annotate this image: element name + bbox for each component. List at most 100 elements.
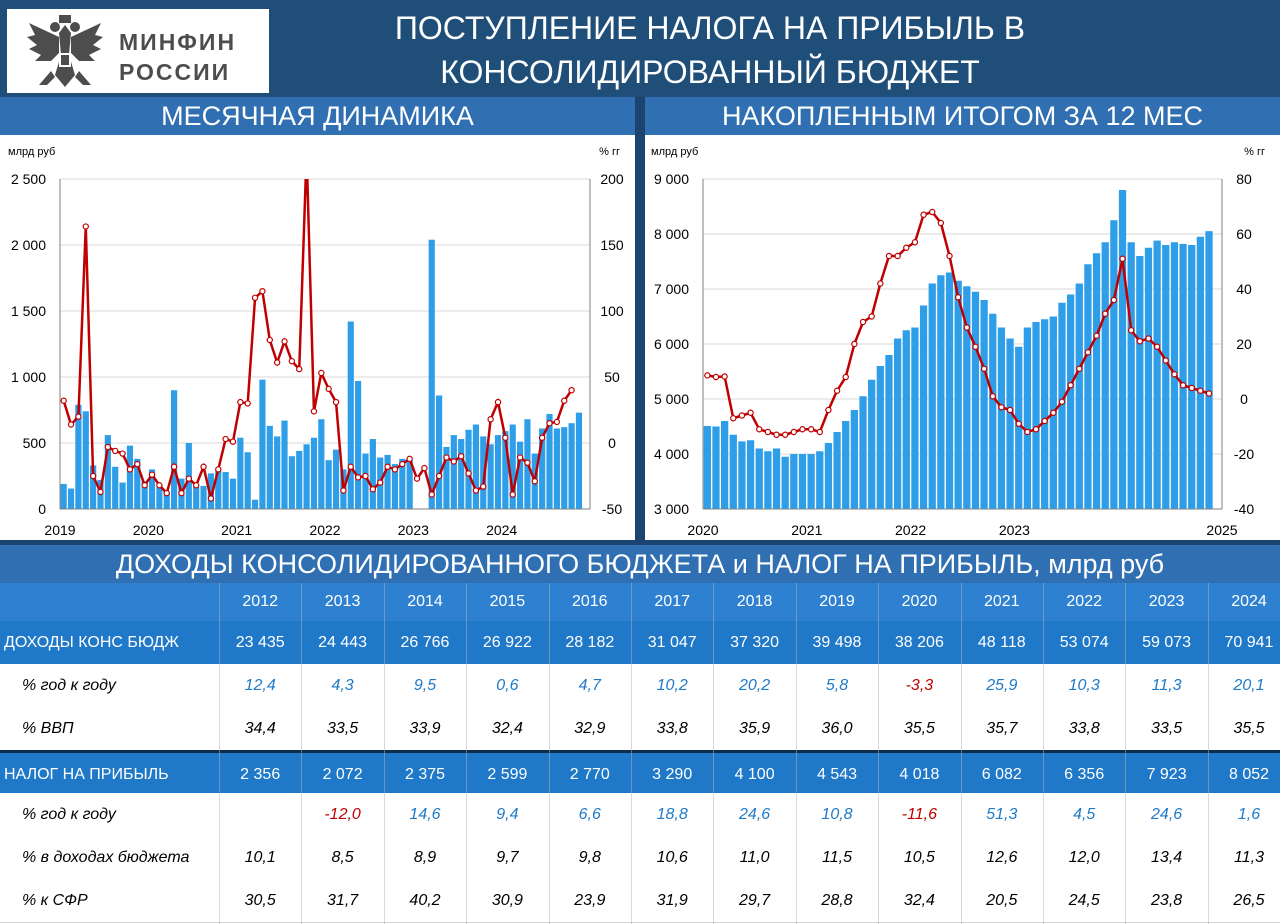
yoy-point [148,471,156,478]
bar [281,420,288,509]
y-left-tick-label: 2 000 [11,237,46,253]
bar [428,239,435,509]
table-cell: 11,3 [1234,849,1264,866]
row-label: НАЛОГ НА ПРИБЫЛЬ [4,766,169,783]
bar [237,437,244,509]
table-cell: 24,6 [739,806,771,823]
year-header: 2016 [571,593,608,610]
bar [436,395,443,509]
yoy-point [318,369,325,377]
yoy-point [903,244,910,251]
table-cell: 2 356 [240,766,281,783]
yoy-point [170,463,178,470]
table-cell: 20,2 [739,677,771,694]
yoy-point [251,294,259,301]
yoy-point [457,453,465,460]
table-cell: 26,5 [1233,892,1265,909]
bar [781,456,789,509]
bar [259,379,266,509]
table-row: % год к году 12,4 4,3 9,5 0,6 4,7 10,2 20,2 5,8 -… [0,664,1280,708]
yoy-point [369,486,377,493]
yoy-point [1119,255,1126,262]
bar [126,445,134,509]
table-cell: 10,3 [1068,677,1100,694]
yoy-point [340,487,347,494]
table-cell: 2 770 [569,766,610,783]
logo-text: МИНФИН РОССИИ [119,27,236,87]
table-cell: 1,6 [1237,806,1261,823]
y-left-tick-label: 9 000 [654,171,689,187]
bar [764,451,772,509]
x-tick-label: 2022 [895,522,926,538]
bar [561,427,568,509]
yoy-point [946,252,953,260]
y-right-tick-label: 150 [600,237,624,253]
yoy-point [972,343,979,350]
year-header: 2020 [901,593,938,610]
y-right-tick-label: 20 [1236,336,1252,352]
yoy-point [502,434,509,441]
yoy-point [1050,409,1057,416]
yoy-point [413,475,421,482]
table-cell: 10,5 [903,849,935,866]
table-cell: 9,4 [496,806,519,823]
bar [738,441,746,509]
yoy-point [185,475,193,482]
yoy-point [509,491,516,498]
yoy-point [421,464,428,472]
table-cell: 13,4 [1151,849,1183,866]
table-cell: 48 118 [977,634,1026,651]
table-cell: 25,9 [986,677,1018,694]
eagle-icon [27,15,103,87]
yoy-point [1006,406,1014,414]
y-right-unit-label: % гг [1244,146,1265,158]
table-cell: 28,8 [821,892,853,909]
bar [850,410,859,509]
table-cell: 24,6 [1151,806,1183,823]
table-cell: 0,6 [496,677,519,694]
bar [355,380,362,509]
table-cell: 70 941 [1224,634,1274,651]
table-cell: -11,6 [901,806,938,823]
bar [945,272,954,509]
year-header: 2013 [324,593,361,610]
y-right-tick-label: 80 [1236,171,1252,187]
x-tick-label: 2023 [999,522,1030,538]
page-title: ПОСТУПЛЕНИЕ НАЛОГА НА ПРИБЫЛЬ В КОНСОЛИД… [300,6,1120,94]
bar [790,454,798,509]
bar [868,379,876,509]
table-cell: 40,2 [409,892,441,909]
y-left-tick-label: 4 000 [654,446,689,462]
bar [509,424,516,509]
yoy-point [704,372,711,379]
y-left-tick-label: 0 [38,501,46,517]
column-divider [466,583,468,924]
x-tick-label: 2025 [1206,522,1237,538]
row-label: ДОХОДЫ КОНС БЮДЖ [4,634,179,651]
yoy-point [1162,357,1169,364]
yoy-point [354,474,362,481]
table-header-row: 2012 2013 2014 2015 2016 2017 2018 2019 2020 2021… [0,583,1280,621]
table-cell: 8,5 [331,849,354,866]
yoy-point [885,252,893,260]
bar [215,470,222,509]
table-cell: 11,0 [739,849,770,866]
y-left-tick-label: 3 000 [654,501,689,517]
yoy-point [406,455,413,463]
page-title-line: КОНСОЛИДИРОВАННЫЙ БЮДЖЕТ [440,54,980,90]
bar [1084,264,1092,509]
table-cell: 18,8 [656,806,688,823]
yoy-point [781,431,789,438]
yoy-point [215,466,222,473]
bar [703,425,711,509]
table-cell: 7 923 [1146,766,1187,783]
bar [163,491,170,509]
table-cell: 9,5 [413,677,437,694]
bar [824,443,833,509]
bar [807,454,815,509]
bar [876,366,884,509]
column-divider [631,583,632,924]
row-label: % ВВП [22,720,74,737]
bar [200,485,207,509]
table-cell: 26 766 [400,634,450,651]
